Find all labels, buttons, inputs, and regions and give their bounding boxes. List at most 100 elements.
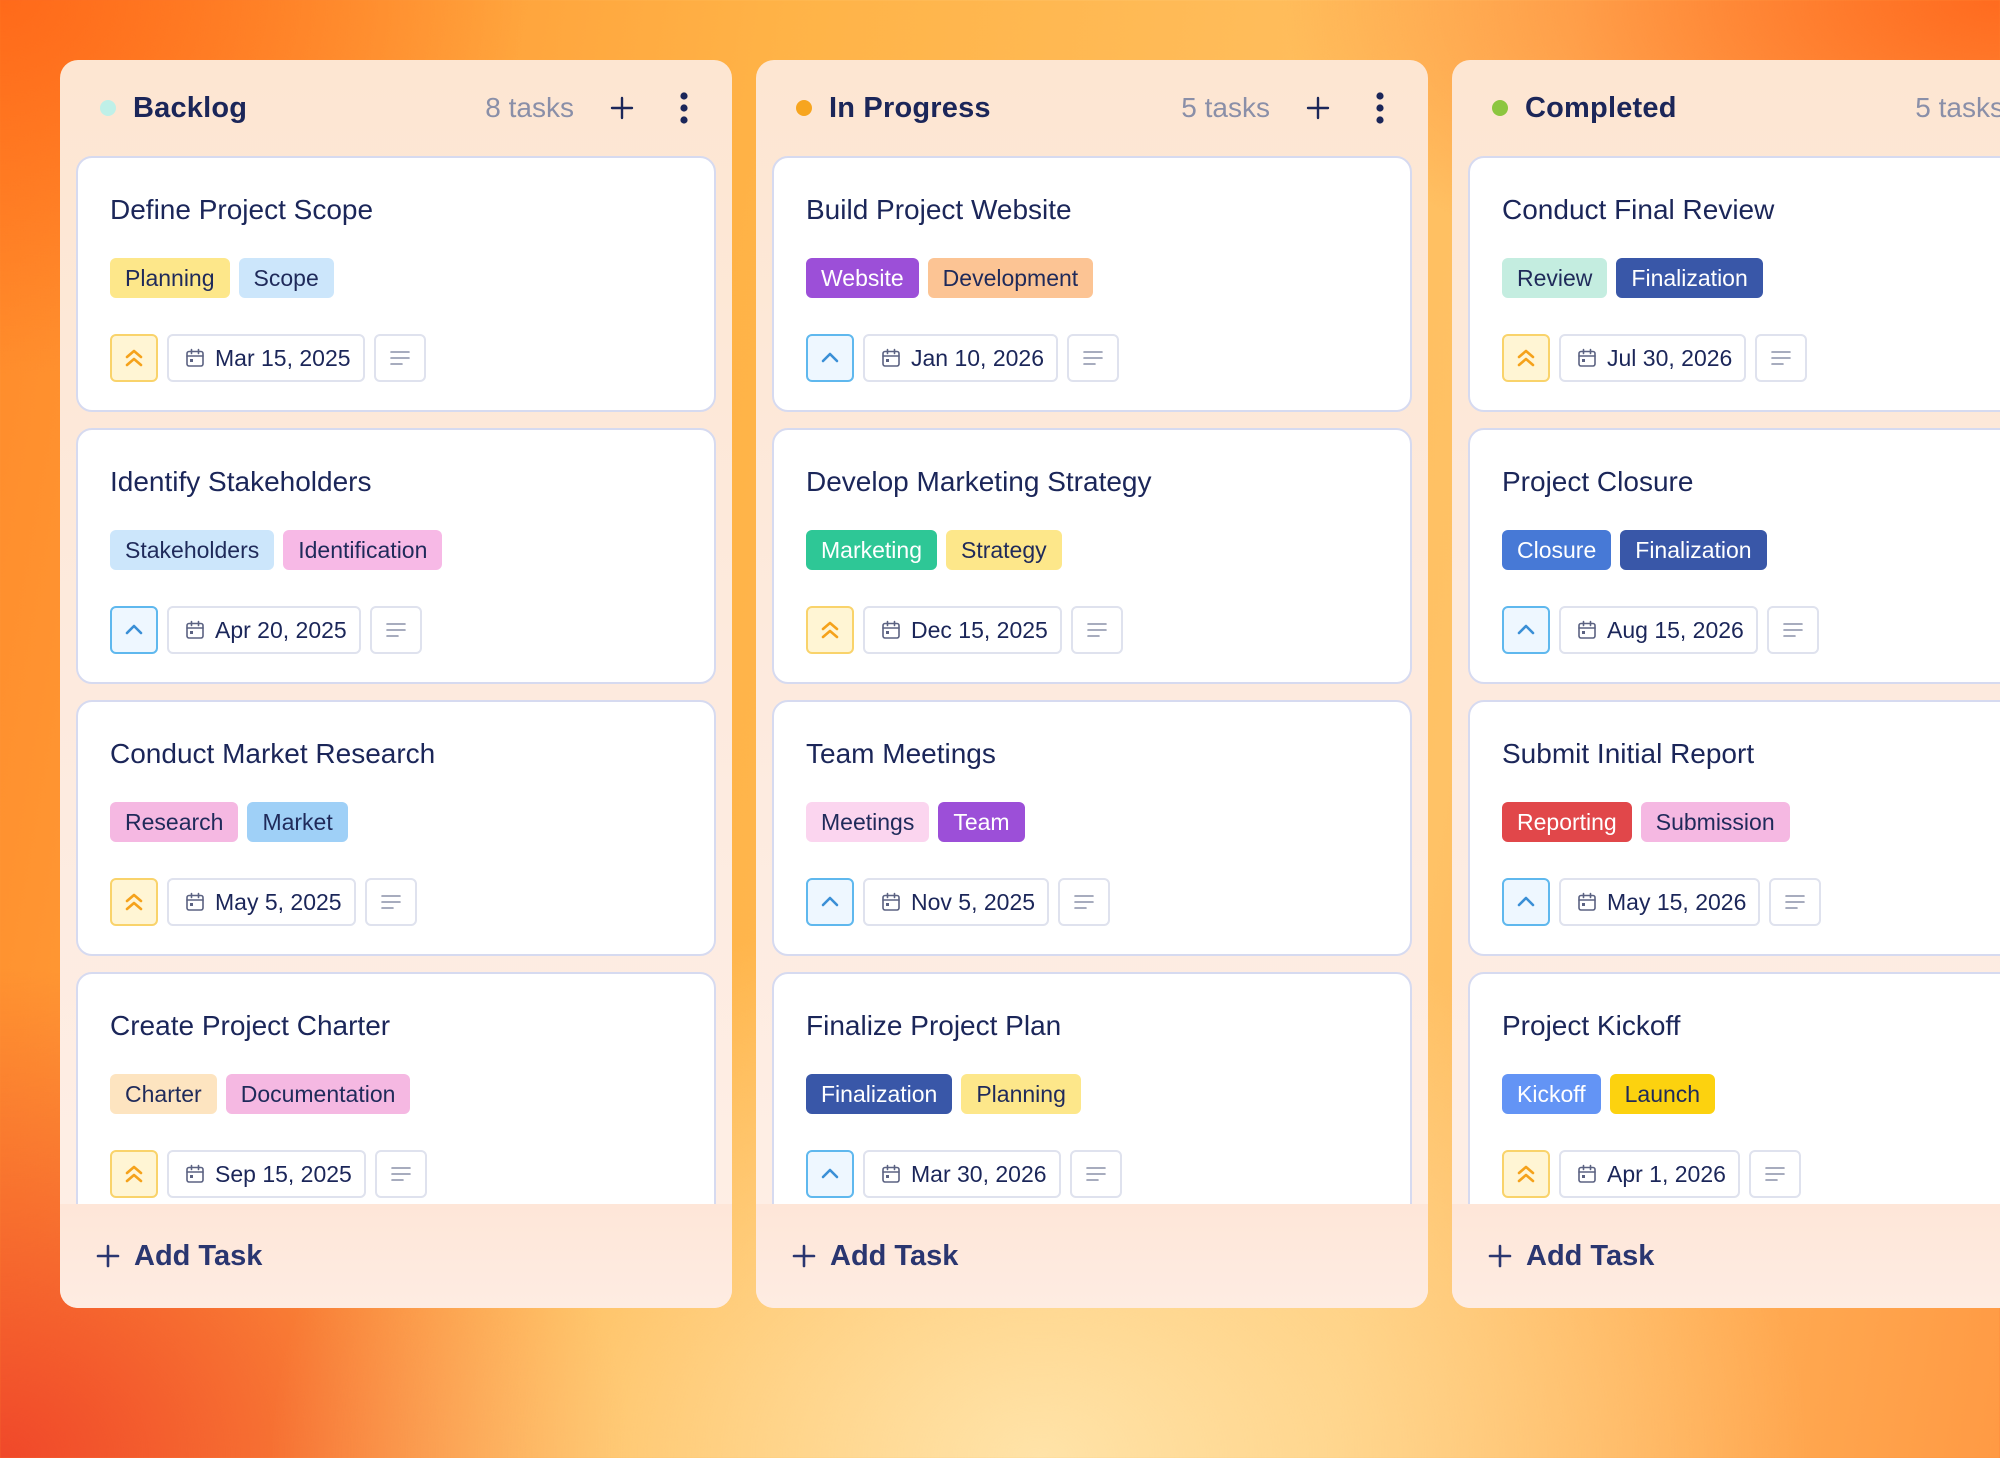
due-date-button[interactable]: May 5, 2025 — [167, 878, 356, 926]
task-card[interactable]: Build Project Website Website Development… — [772, 156, 1412, 412]
tag-badge: Reporting — [1502, 802, 1632, 842]
due-date-button[interactable]: Aug 15, 2026 — [1559, 606, 1758, 654]
task-card[interactable]: Create Project Charter Charter Documentat… — [76, 972, 716, 1204]
due-date-button[interactable]: Dec 15, 2025 — [863, 606, 1062, 654]
calendar-icon — [882, 348, 900, 367]
add-task-label: Add Task — [1526, 1239, 1655, 1272]
column-menu-button[interactable] — [1356, 84, 1404, 132]
add-task-button[interactable] — [1294, 84, 1342, 132]
chevron-up-icon — [1517, 896, 1535, 907]
due-date-button[interactable]: Apr 1, 2026 — [1559, 1150, 1740, 1198]
notes-lines-icon — [391, 1167, 411, 1181]
add-task-footer-button[interactable]: Add Task — [60, 1204, 732, 1308]
priority-high-button[interactable] — [110, 1150, 158, 1198]
notes-button[interactable] — [369, 606, 422, 654]
notes-button[interactable] — [364, 878, 417, 926]
notes-button[interactable] — [1067, 334, 1120, 382]
add-task-footer-button[interactable]: Add Task — [756, 1204, 1428, 1308]
tag-badge: Finalization — [806, 1074, 953, 1114]
task-title: Create Project Charter — [110, 1010, 391, 1041]
column-menu-button[interactable] — [660, 84, 708, 132]
notes-button[interactable] — [1769, 878, 1822, 926]
tag-list: Kickoff Launch — [1502, 1074, 2000, 1114]
plus-icon — [96, 1244, 120, 1268]
calendar-icon — [882, 892, 900, 911]
notes-lines-icon — [1085, 1167, 1106, 1181]
priority-medium-button[interactable] — [806, 1150, 854, 1198]
more-vertical-icon — [680, 92, 688, 124]
due-date-button[interactable]: Jan 10, 2026 — [863, 334, 1059, 382]
notes-button[interactable] — [373, 334, 426, 382]
task-card[interactable]: Conduct Market Research Research Market M… — [76, 700, 716, 956]
task-card[interactable]: Identify Stakeholders Stakeholders Identi… — [76, 428, 716, 684]
column-header: Completed 5 tasks — [1452, 60, 2000, 156]
notes-lines-icon — [385, 623, 406, 637]
due-date-button[interactable]: May 15, 2026 — [1559, 878, 1761, 926]
task-card[interactable]: Conduct Final Review Review Finalization … — [1468, 156, 2000, 412]
priority-medium-button[interactable] — [806, 334, 854, 382]
tag-list: Planning Scope — [110, 258, 682, 298]
tag-badge: Development — [927, 258, 1094, 298]
column-title: In Progress — [829, 91, 991, 124]
notes-button[interactable] — [1058, 878, 1111, 926]
chevron-up-icon — [821, 896, 839, 907]
tag-badge: Website — [806, 258, 919, 298]
task-meta: Jul 30, 2026 — [1502, 334, 2000, 382]
notes-button[interactable] — [1766, 606, 1819, 654]
notes-button[interactable] — [374, 1150, 427, 1198]
task-count: 8 tasks — [485, 92, 574, 123]
priority-medium-button[interactable] — [1502, 606, 1550, 654]
task-card[interactable]: Project Closure Closure Finalization Aug … — [1468, 428, 2000, 684]
task-card[interactable]: Finalize Project Plan Finalization Planni… — [772, 972, 1412, 1204]
priority-medium-button[interactable] — [110, 606, 158, 654]
notes-button[interactable] — [1069, 1150, 1122, 1198]
due-date-button[interactable]: Jul 30, 2026 — [1559, 334, 1747, 382]
notes-button[interactable] — [1755, 334, 1808, 382]
card-list: Conduct Final Review Review Finalization … — [1468, 156, 2000, 1204]
tag-list: Charter Documentation — [110, 1074, 682, 1114]
priority-medium-button[interactable] — [1502, 878, 1550, 926]
tag-badge: Review — [1502, 258, 1608, 298]
notes-lines-icon — [389, 351, 410, 365]
task-card[interactable]: Team Meetings Meetings Team Nov 5, 2025 — [772, 700, 1412, 956]
priority-high-button[interactable] — [806, 606, 854, 654]
due-date-button[interactable]: Apr 20, 2025 — [167, 606, 361, 654]
kanban-column-in-progress: In Progress 5 tasks Build Project Websit… — [756, 60, 1428, 1308]
tag-list: Marketing Strategy — [806, 530, 1378, 570]
task-title: Submit Initial Report — [1502, 738, 1755, 769]
kanban-column-backlog: Backlog 8 tasks Define Project Scope Pla… — [60, 60, 732, 1308]
add-task-footer-button[interactable]: Add Task — [1452, 1204, 2000, 1308]
add-task-button[interactable] — [598, 84, 646, 132]
tag-badge: Meetings — [806, 802, 930, 842]
task-title: Project Closure — [1502, 466, 1694, 497]
priority-high-button[interactable] — [110, 878, 158, 926]
due-date-button[interactable]: Nov 5, 2025 — [863, 878, 1050, 926]
task-card[interactable]: Submit Initial Report Reporting Submissio… — [1468, 700, 2000, 956]
due-date-button[interactable]: Mar 30, 2026 — [863, 1150, 1061, 1198]
priority-high-button[interactable] — [110, 334, 158, 382]
notes-lines-icon — [1771, 351, 1792, 365]
priority-high-button[interactable] — [1502, 334, 1550, 382]
card-list: Define Project Scope Planning Scope Mar 1… — [76, 156, 716, 1204]
double-chevron-up-icon — [125, 1165, 143, 1183]
calendar-icon — [186, 620, 204, 639]
calendar-icon — [1578, 892, 1596, 911]
notes-lines-icon — [1783, 623, 1803, 637]
due-date-text: Mar 15, 2025 — [215, 344, 351, 371]
priority-high-button[interactable] — [1502, 1150, 1550, 1198]
due-date-button[interactable]: Mar 15, 2025 — [167, 334, 365, 382]
status-dot — [100, 100, 116, 116]
task-card[interactable]: Define Project Scope Planning Scope Mar 1… — [76, 156, 716, 412]
task-card[interactable]: Project Kickoff Kickoff Launch Apr 1, 202… — [1468, 972, 2000, 1204]
due-date-button[interactable]: Sep 15, 2025 — [167, 1150, 366, 1198]
task-card[interactable]: Develop Marketing Strategy Marketing Stra… — [772, 428, 1412, 684]
due-date-text: Jul 30, 2026 — [1607, 344, 1733, 371]
calendar-icon — [186, 1164, 204, 1183]
task-meta: Mar 30, 2026 — [806, 1150, 1378, 1198]
priority-medium-button[interactable] — [806, 878, 854, 926]
notes-button[interactable] — [1748, 1150, 1801, 1198]
notes-button[interactable] — [1070, 606, 1123, 654]
status-dot — [1492, 100, 1508, 116]
kanban-column-completed: Completed 5 tasks Conduct Final Review R… — [1452, 60, 2000, 1308]
double-chevron-up-icon — [125, 349, 143, 367]
